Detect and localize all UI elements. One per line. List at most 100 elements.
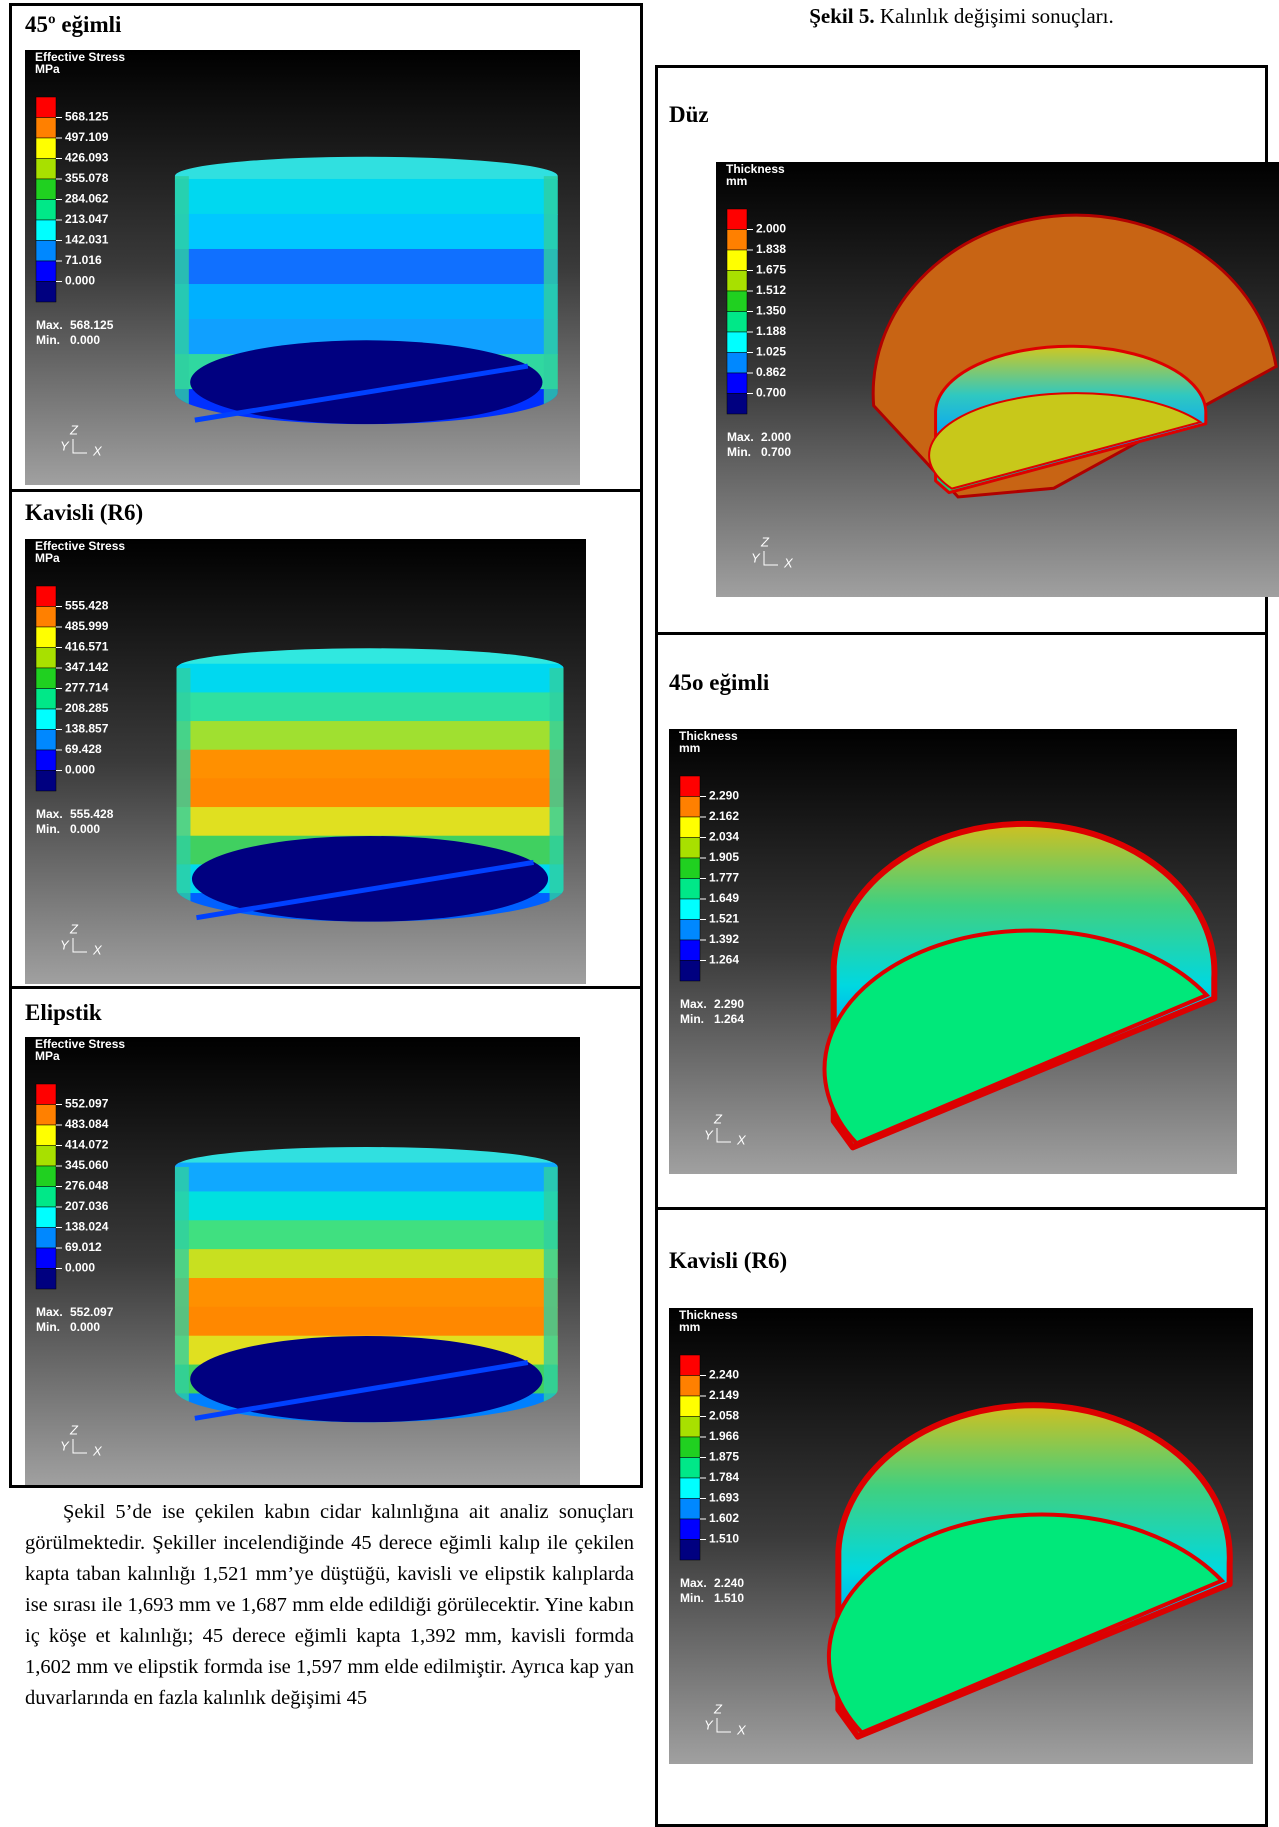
min-value: 0.700 bbox=[761, 445, 791, 459]
legend-swatch bbox=[36, 668, 56, 689]
stress-band bbox=[176, 778, 563, 808]
caption-text: Kalınlık değişimi sonuçları. bbox=[875, 4, 1114, 28]
legend-swatch bbox=[36, 627, 56, 648]
panel-title: 45o eğimli bbox=[669, 670, 769, 696]
panel-title: Düz bbox=[669, 102, 709, 128]
legend-swatch bbox=[727, 394, 747, 415]
legend-label: 2.000 bbox=[756, 222, 786, 236]
legend-label: 1.602 bbox=[709, 1511, 739, 1525]
legend-swatch bbox=[36, 1207, 56, 1228]
min-value: 0.000 bbox=[70, 822, 100, 836]
stress-band bbox=[176, 692, 563, 722]
axis-label: Y bbox=[751, 550, 761, 565]
axis-label: X bbox=[92, 1443, 103, 1458]
legend-swatch bbox=[680, 899, 700, 920]
legend-swatch bbox=[36, 97, 56, 118]
stress-band bbox=[176, 664, 563, 694]
legend-label: 0.000 bbox=[65, 1261, 95, 1275]
legend-swatch bbox=[36, 1248, 56, 1269]
axis-label: Y bbox=[60, 1438, 70, 1453]
axis-label: Y bbox=[704, 1717, 714, 1732]
legend-swatch bbox=[680, 838, 700, 859]
legend-swatch bbox=[727, 373, 747, 394]
legend-swatch bbox=[36, 771, 56, 792]
stress-image: Effective StressMPa555.428485.999416.571… bbox=[25, 539, 586, 984]
legend-label: 0.700 bbox=[756, 386, 786, 400]
legend-swatch bbox=[36, 1105, 56, 1126]
legend-label: 2.162 bbox=[709, 809, 739, 823]
axis-label: X bbox=[92, 942, 103, 957]
legend-label: 276.048 bbox=[65, 1179, 109, 1193]
panel-title: 45º eğimli bbox=[25, 12, 121, 38]
min-label: Min. bbox=[680, 1591, 704, 1605]
axis-label: Z bbox=[760, 534, 770, 549]
legend-label: 69.012 bbox=[65, 1240, 102, 1254]
legend-label: 71.016 bbox=[65, 253, 102, 267]
stress-band bbox=[175, 1191, 558, 1221]
legend-label: 1.025 bbox=[756, 345, 786, 359]
max-value: 568.125 bbox=[70, 318, 114, 332]
axis-label: Z bbox=[69, 1422, 79, 1437]
axis-label: X bbox=[736, 1132, 747, 1147]
legend-header: mm bbox=[679, 741, 700, 755]
legend-swatch bbox=[36, 241, 56, 262]
cup bbox=[175, 1134, 558, 1424]
axis-label: Z bbox=[713, 1111, 723, 1126]
min-value: 0.000 bbox=[70, 333, 100, 347]
legend-label: 1.264 bbox=[709, 953, 739, 967]
legend-swatch bbox=[36, 118, 56, 139]
legend-swatch bbox=[36, 730, 56, 751]
stress-band bbox=[175, 1163, 558, 1193]
legend-label: 568.125 bbox=[65, 110, 109, 124]
axis-label: Y bbox=[60, 937, 70, 952]
legend-swatch bbox=[36, 1146, 56, 1167]
legend-swatch bbox=[36, 1269, 56, 1290]
legend-swatch bbox=[680, 1417, 700, 1438]
legend-swatch bbox=[727, 209, 747, 230]
legend-swatch bbox=[36, 282, 56, 303]
legend-label: 1.777 bbox=[709, 871, 739, 885]
axis-label: Z bbox=[69, 921, 79, 936]
legend-label: 416.571 bbox=[65, 640, 109, 654]
figure-caption: Şekil 5. Kalınlık değişimi sonuçları. bbox=[655, 4, 1268, 29]
panel-title: Elipstik bbox=[25, 1000, 102, 1026]
stress-band bbox=[175, 1249, 558, 1279]
legend-label: 1.649 bbox=[709, 891, 739, 905]
legend-swatch bbox=[680, 961, 700, 982]
legend-swatch bbox=[36, 261, 56, 282]
max-label: Max. bbox=[36, 807, 63, 821]
legend-label: 2.240 bbox=[709, 1368, 739, 1382]
legend-label: 0.000 bbox=[65, 274, 95, 288]
legend-label: 284.062 bbox=[65, 192, 109, 206]
legend-swatch bbox=[680, 1478, 700, 1499]
max-value: 2.290 bbox=[714, 997, 744, 1011]
stress-band bbox=[175, 249, 558, 285]
legend-label: 2.149 bbox=[709, 1388, 739, 1402]
legend-swatch bbox=[36, 200, 56, 221]
legend-swatch bbox=[727, 230, 747, 251]
rim-right bbox=[544, 176, 558, 424]
legend-label: 138.857 bbox=[65, 722, 109, 736]
stress-band bbox=[175, 1307, 558, 1337]
legend-swatch bbox=[727, 312, 747, 333]
cup bbox=[176, 635, 563, 923]
legend-label: 1.521 bbox=[709, 912, 739, 926]
legend-label: 207.036 bbox=[65, 1199, 109, 1213]
legend-label: 1.875 bbox=[709, 1450, 739, 1464]
caption-label: Şekil 5. bbox=[809, 4, 874, 28]
legend-label: 355.078 bbox=[65, 171, 109, 185]
legend-swatch bbox=[680, 1355, 700, 1376]
legend-swatch bbox=[36, 648, 56, 669]
legend-label: 277.714 bbox=[65, 681, 109, 695]
legend-label: 1.693 bbox=[709, 1491, 739, 1505]
legend-header: mm bbox=[679, 1320, 700, 1334]
legend-swatch bbox=[680, 1396, 700, 1417]
min-label: Min. bbox=[36, 333, 60, 347]
rim-left bbox=[176, 668, 190, 922]
rim-left bbox=[175, 176, 189, 424]
legend-swatch bbox=[36, 1125, 56, 1146]
legend-label: 1.510 bbox=[709, 1532, 739, 1546]
legend-header: mm bbox=[726, 174, 747, 188]
legend-header: MPa bbox=[35, 551, 60, 565]
legend-swatch bbox=[36, 750, 56, 771]
